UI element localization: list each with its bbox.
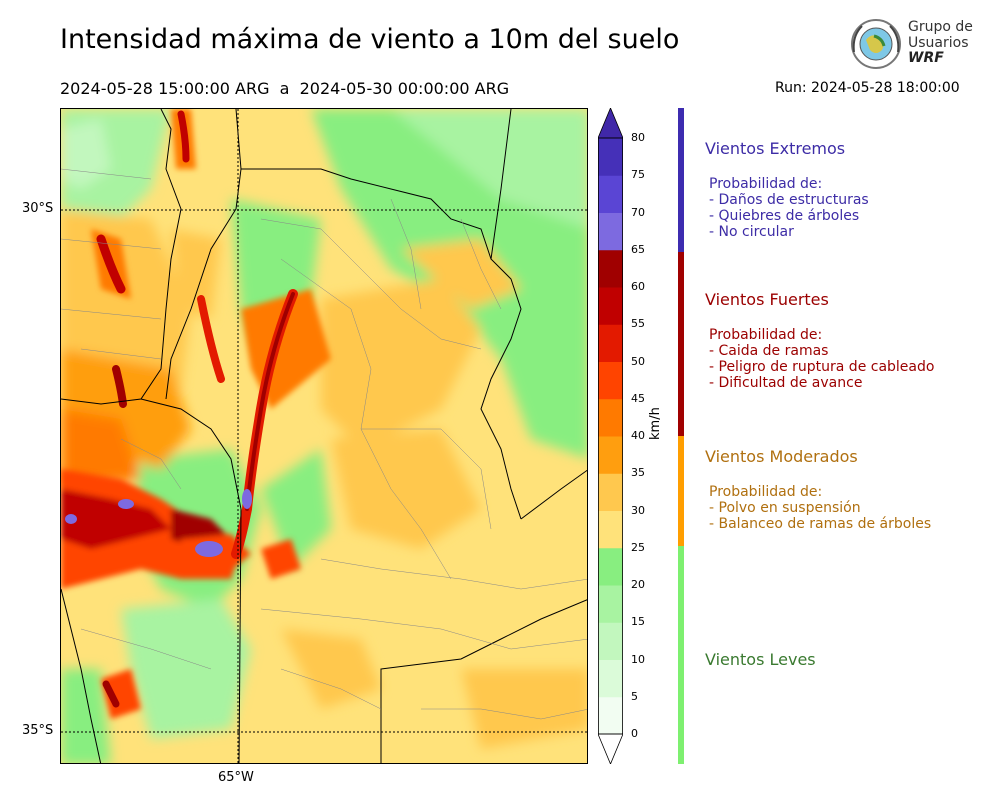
colorbar-tick-label: 10 [631, 652, 645, 666]
colorbar-tick-label: 5 [631, 689, 638, 703]
category-leves: Vientos Leves [705, 650, 816, 669]
logo-line-1: Grupo de [908, 19, 973, 35]
colorbar-segment [598, 473, 623, 511]
category-moderados-desc: Probabilidad de: - Polvo en suspensión -… [709, 484, 932, 532]
colorbar-tick-label: 70 [631, 205, 645, 219]
colorbar-tick-label: 15 [631, 615, 645, 629]
colorbar-segment [598, 547, 623, 586]
logo-line-2: Usuarios [908, 35, 969, 51]
colorbar-segment [598, 361, 623, 400]
colorbar-unit: km/h [648, 407, 663, 440]
category-extremos-desc: Probabilidad de: - Daños de estructuras … [709, 176, 869, 240]
colorbar-segment [598, 175, 623, 213]
colorbar-tick-label: 55 [631, 317, 645, 331]
category-fuertes: Vientos Fuertes Probabilidad de: - Caida… [705, 290, 934, 391]
colorbar-tick-label: 80 [631, 131, 645, 144]
logo-line-3: WRF [908, 50, 944, 66]
lat-label-30s: 30°S [22, 201, 54, 216]
colorbar-segment [598, 510, 623, 549]
colorbar-tick-label: 25 [631, 540, 645, 554]
category-leves-title: Vientos Leves [705, 650, 816, 669]
colorbar-tick-label: 45 [631, 391, 645, 405]
category-bar-extremos [678, 108, 684, 252]
category-fuertes-desc: Probabilidad de: - Caida de ramas - Peli… [709, 327, 935, 391]
colorbar-segment [598, 436, 623, 474]
lat-label-35s: 35°S [22, 723, 54, 738]
colorbar-segment [598, 622, 623, 660]
colorbar [598, 108, 623, 764]
category-extremos: Vientos Extremos Probabilidad de: - Daño… [705, 139, 869, 240]
colorbar-extension-min [598, 733, 623, 764]
wind-map [60, 108, 588, 764]
colorbar-tick-label: 50 [631, 354, 645, 368]
colorbar-segment [598, 212, 623, 251]
category-bar-moderados [678, 436, 684, 546]
colorbar-segment [598, 696, 623, 735]
category-extremos-title: Vientos Extremos [705, 139, 846, 158]
category-fuertes-title: Vientos Fuertes [705, 290, 829, 309]
lon-label-65w: 65°W [218, 770, 254, 785]
colorbar-tick-label: 65 [631, 242, 645, 256]
colorbar-tick-label: 40 [631, 429, 645, 442]
colorbar-tick-label: 60 [631, 280, 645, 293]
colorbar-extension-max [598, 108, 623, 139]
colorbar-segment [598, 398, 623, 437]
category-bar-fuertes [678, 252, 684, 436]
colorbar-tick-label: 30 [631, 503, 645, 517]
colorbar-segment [598, 138, 623, 176]
run-time: Run: 2024-05-28 18:00:00 [775, 80, 960, 96]
colorbar-segment [598, 659, 623, 698]
colorbar-segment [598, 324, 623, 362]
category-bar-leves [678, 546, 684, 764]
colorbar-tick-label: 35 [631, 466, 645, 480]
period-range: 2024-05-28 15:00:00 ARG a 2024-05-30 00:… [60, 79, 510, 98]
map-title: Intensidad máxima de viento a 10m del su… [60, 24, 680, 55]
globe-icon [851, 19, 901, 69]
colorbar-segment [598, 287, 623, 325]
grupo-usuarios-wrf-logo: Grupo de Usuarios WRF [848, 16, 978, 74]
category-moderados-title: Vientos Moderados [705, 447, 858, 466]
colorbar-tick-label: 0 [631, 727, 638, 740]
colorbar-tick-label: 75 [631, 168, 645, 182]
colorbar-segment [598, 585, 623, 623]
colorbar-tick-label: 20 [631, 578, 645, 591]
colorbar-segment [598, 249, 623, 288]
category-moderados: Vientos Moderados Probabilidad de: - Pol… [705, 447, 931, 532]
